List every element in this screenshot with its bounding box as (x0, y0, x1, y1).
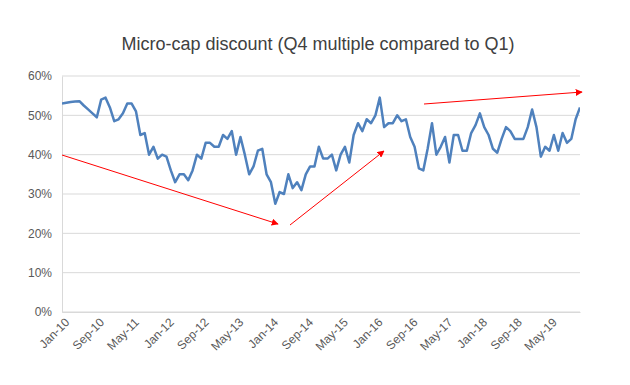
y-tick-label: 20% (28, 227, 52, 241)
x-tick-label: Sep-12 (174, 315, 211, 352)
y-axis: 0% 10% 20% 30% 40% 50% 60% (28, 69, 63, 319)
y-tick-label: 30% (28, 187, 52, 201)
x-tick-label: May-19 (522, 315, 560, 353)
chart-title: Micro-cap discount (Q4 multiple compared… (121, 34, 514, 54)
trend-arrow (424, 92, 582, 104)
y-tick: 40% (28, 148, 62, 162)
y-tick: 60% (28, 69, 62, 83)
x-tick: Jan-16 (350, 312, 386, 351)
x-axis-line (63, 312, 581, 313)
y-tick-label: 50% (28, 109, 52, 123)
y-tick-label: 10% (28, 266, 52, 280)
x-tick-label: Sep-16 (383, 315, 420, 352)
x-tick-label: May-17 (417, 315, 455, 353)
x-tick-label: Sep-14 (279, 315, 316, 352)
x-tick: Jan-12 (141, 312, 177, 351)
y-tick: 0% (35, 305, 62, 319)
x-tick: Sep-16 (383, 312, 420, 353)
plot-area (62, 98, 580, 204)
y-tick: 10% (28, 266, 62, 280)
y-tick-label: 40% (28, 148, 52, 162)
x-tick-label: Jan-10 (36, 315, 72, 351)
grid-line (62, 233, 580, 234)
x-tick-label: Jan-18 (454, 315, 490, 351)
x-axis: Jan-10Sep-10May-11Jan-12Sep-12May-13Jan-… (36, 312, 580, 353)
x-tick-label: May-11 (104, 315, 142, 353)
grid-line (62, 272, 580, 273)
x-tick: Jan-18 (454, 312, 490, 351)
grid (62, 76, 580, 312)
x-tick: Sep-12 (174, 312, 211, 353)
trend-arrow (62, 155, 278, 224)
x-tick-label: Jan-12 (141, 315, 177, 351)
x-tick-label: Sep-10 (70, 315, 107, 352)
x-tick: Jan-14 (245, 312, 281, 351)
y-axis-line (62, 77, 63, 313)
x-tick-label: Jan-16 (350, 315, 386, 351)
y-tick-label: 0% (35, 305, 53, 319)
x-tick: May-11 (104, 312, 142, 353)
chart: Micro-cap discount (Q4 multiple compared… (0, 0, 630, 385)
x-tick: May-19 (522, 312, 560, 353)
x-tick-label: Sep-18 (488, 315, 525, 352)
y-tick: 20% (28, 227, 62, 241)
x-tick: Jan-10 (36, 312, 72, 351)
x-tick-label: May-13 (208, 315, 246, 353)
grid-line (62, 76, 580, 77)
grid-line (62, 312, 580, 313)
x-tick: May-17 (417, 312, 455, 353)
trend-arrows (62, 92, 582, 225)
x-tick: Sep-14 (279, 312, 316, 353)
x-tick: Sep-18 (488, 312, 525, 353)
y-tick-label: 60% (28, 69, 52, 83)
x-tick-label: Jan-14 (245, 315, 281, 351)
grid-line (62, 194, 580, 195)
y-tick: 30% (28, 187, 62, 201)
grid-line (62, 115, 580, 116)
data-line (62, 98, 580, 204)
x-tick: Sep-10 (70, 312, 107, 353)
x-tick: May-15 (313, 312, 351, 353)
x-tick: May-13 (208, 312, 246, 353)
y-tick: 50% (28, 109, 62, 123)
trend-arrow (290, 151, 384, 225)
x-tick-label: May-15 (313, 315, 351, 353)
